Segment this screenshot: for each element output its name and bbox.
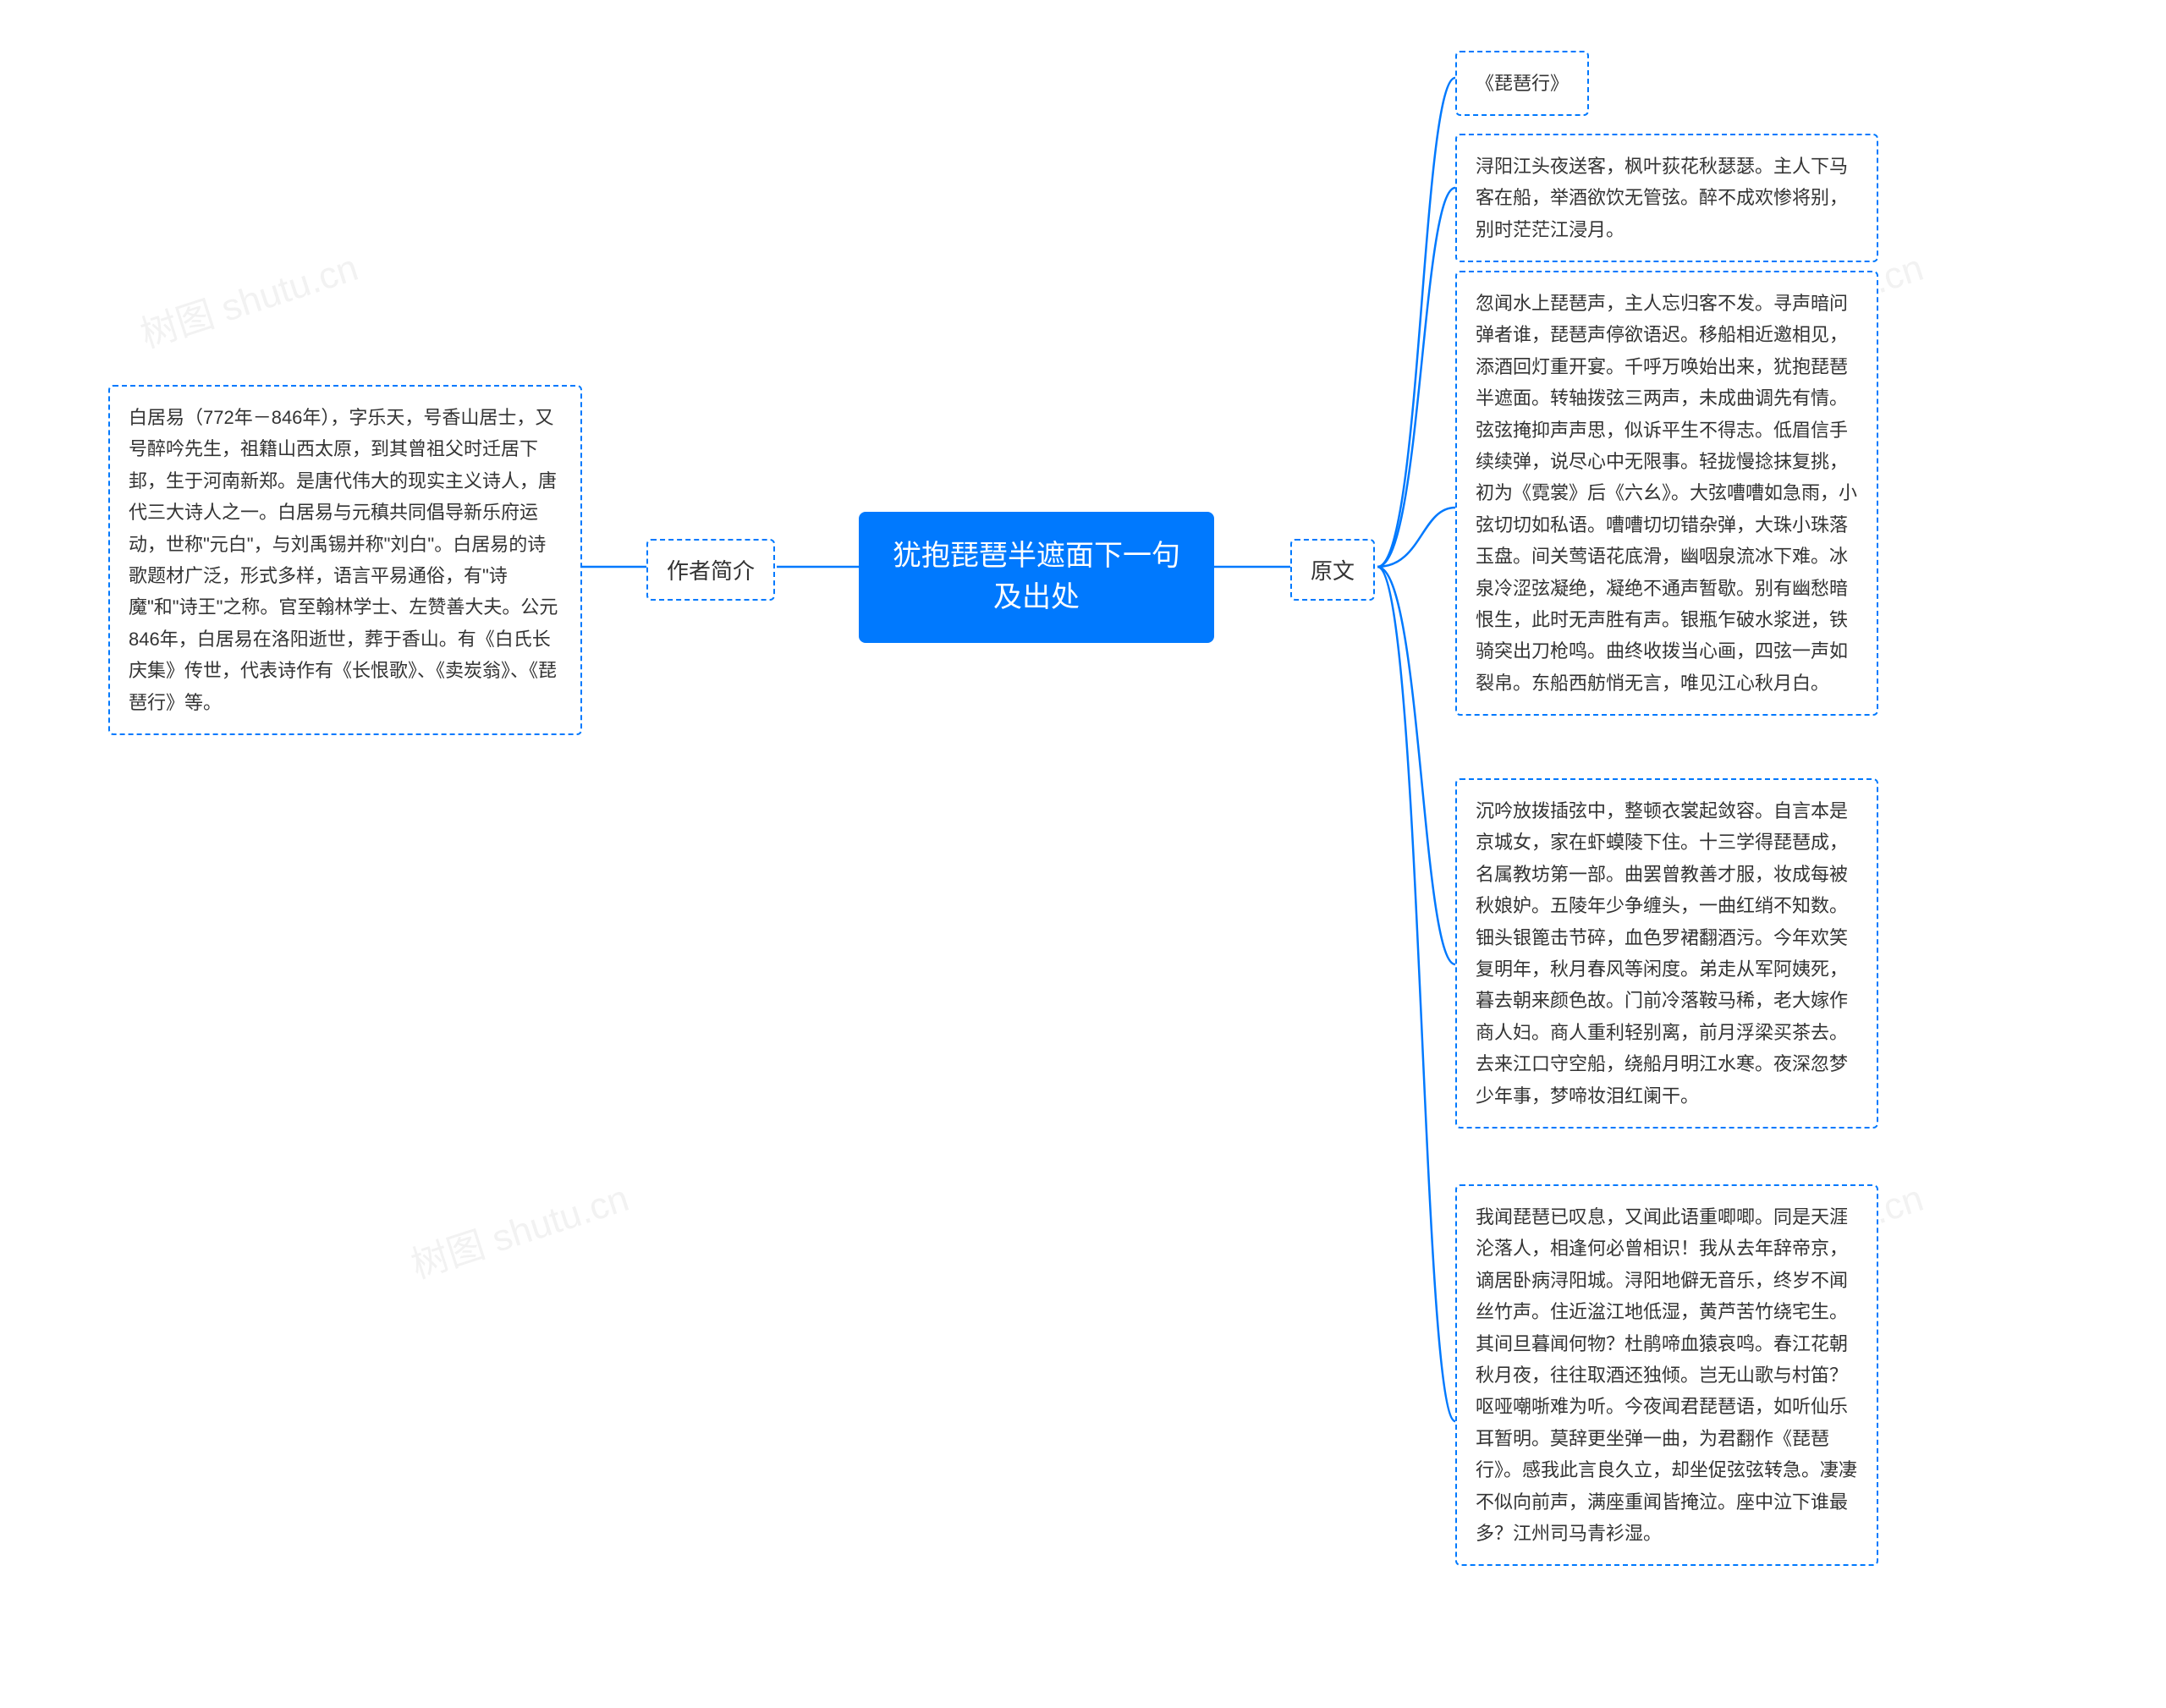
- mindmap-canvas: 犹抱琵琶半遮面下一句及出处 作者简介 白居易（772年－846年），字乐天，号香…: [0, 0, 2166, 1708]
- branch-author-label: 作者简介: [667, 558, 755, 584]
- branch-author[interactable]: 作者简介: [646, 539, 775, 601]
- leaf-stanza-3-text: 沉吟放拨插弦中，整顿衣裳起敛容。自言本是京城女，家在虾蟆陵下住。十三学得琵琶成，…: [1476, 800, 1848, 1107]
- leaf-stanza-1[interactable]: 浔阳江头夜送客，枫叶荻花秋瑟瑟。主人下马客在船，举酒欲饮无管弦。醉不成欢惨将别，…: [1455, 134, 1878, 262]
- center-node[interactable]: 犹抱琵琶半遮面下一句及出处: [859, 512, 1214, 643]
- branch-source-label: 原文: [1311, 558, 1355, 584]
- leaf-stanza-1-text: 浔阳江头夜送客，枫叶荻花秋瑟瑟。主人下马客在船，举酒欲饮无管弦。醉不成欢惨将别，…: [1476, 156, 1848, 240]
- leaf-title-text: 《琵琶行》: [1476, 73, 1569, 94]
- branch-source[interactable]: 原文: [1290, 539, 1375, 601]
- leaf-stanza-2-text: 忽闻水上琵琶声，主人忘归客不发。寻声暗问弹者谁，琵琶声停欲语迟。移船相近邀相见，…: [1476, 293, 1857, 694]
- leaf-stanza-2[interactable]: 忽闻水上琵琶声，主人忘归客不发。寻声暗问弹者谁，琵琶声停欲语迟。移船相近邀相见，…: [1455, 271, 1878, 716]
- center-text: 犹抱琵琶半遮面下一句及出处: [893, 540, 1180, 613]
- leaf-stanza-4[interactable]: 我闻琵琶已叹息，又闻此语重唧唧。同是天涯沦落人，相逢何必曾相识！我从去年辞帝京，…: [1455, 1184, 1878, 1566]
- leaf-stanza-3[interactable]: 沉吟放拨插弦中，整顿衣裳起敛容。自言本是京城女，家在虾蟆陵下住。十三学得琵琶成，…: [1455, 778, 1878, 1129]
- leaf-stanza-4-text: 我闻琵琶已叹息，又闻此语重唧唧。同是天涯沦落人，相逢何必曾相识！我从去年辞帝京，…: [1476, 1206, 1857, 1544]
- leaf-title[interactable]: 《琵琶行》: [1455, 51, 1589, 116]
- leaf-author-bio-text: 白居易（772年－846年），字乐天，号香山居士，又号醉吟先生，祖籍山西太原，到…: [129, 407, 558, 713]
- leaf-author-bio[interactable]: 白居易（772年－846年），字乐天，号香山居士，又号醉吟先生，祖籍山西太原，到…: [108, 385, 582, 735]
